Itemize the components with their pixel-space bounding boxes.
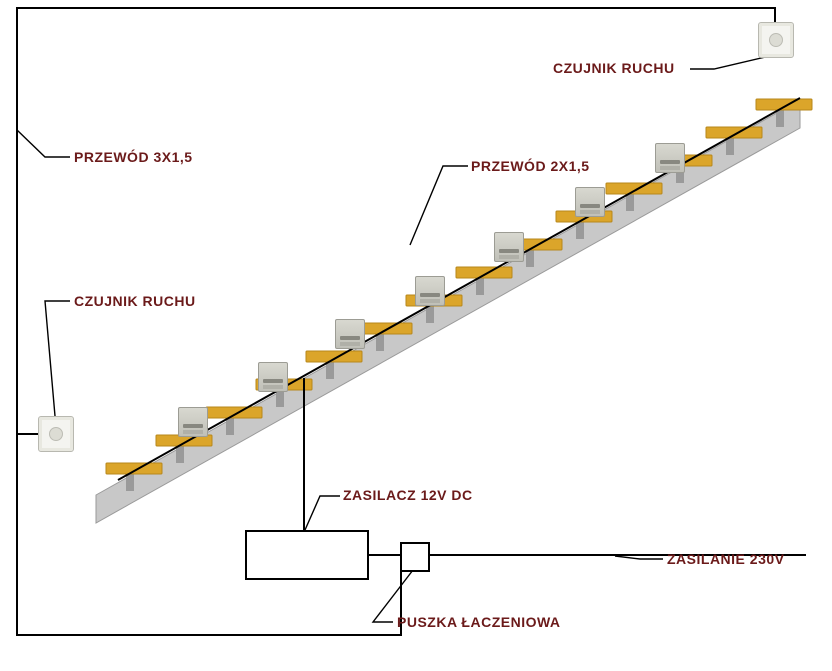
stair-light xyxy=(655,143,685,173)
stair-light xyxy=(258,362,288,392)
junction-box xyxy=(400,542,430,572)
light-wire xyxy=(118,98,800,480)
motion-sensor-top xyxy=(758,22,794,58)
label-przewod-3: PRZEWÓD 3X1,5 xyxy=(74,149,193,165)
label-przewod-2: PRZEWÓD 2X1,5 xyxy=(471,158,590,174)
power-supply xyxy=(245,530,369,580)
stair-light xyxy=(575,187,605,217)
stair-light xyxy=(335,319,365,349)
stair-light xyxy=(494,232,524,262)
label-czujnik-top: CZUJNIK RUCHU xyxy=(553,60,675,76)
label-zasilanie: ZASILANIE 230V xyxy=(667,551,784,567)
stair-light xyxy=(178,407,208,437)
stair-light xyxy=(415,276,445,306)
label-czujnik-bottom: CZUJNIK RUCHU xyxy=(74,293,196,309)
label-zasilacz: ZASILACZ 12V DC xyxy=(343,487,473,503)
motion-sensor-bottom xyxy=(38,416,74,452)
label-puszka: PUSZKA ŁACZENIOWA xyxy=(397,614,561,630)
